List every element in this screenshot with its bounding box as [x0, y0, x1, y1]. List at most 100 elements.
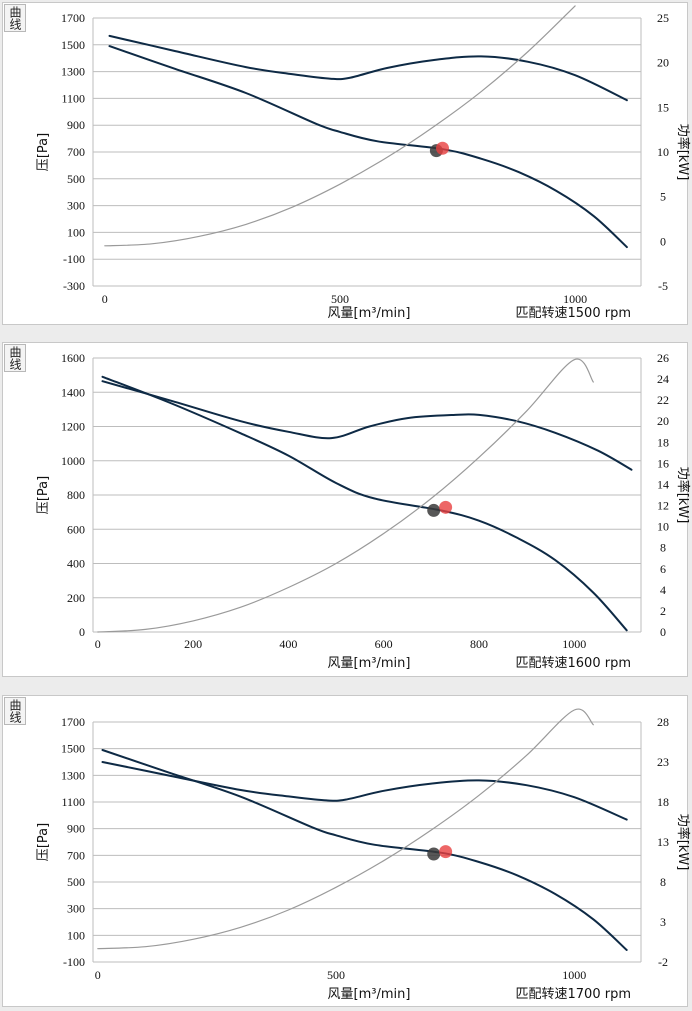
x-tick-label: 200 — [184, 637, 202, 651]
y2-tick-label: 10 — [657, 145, 669, 159]
chart-panel-1700rpm: 曲线 -100 100 300 500 700 900 1100 1300 1500 1700 -2… — [2, 695, 691, 1007]
y-tick-label: -100 — [63, 955, 85, 969]
y-tick-label: 1100 — [61, 795, 85, 809]
y2-tick-label: -5 — [658, 279, 668, 293]
x-tick-label: 800 — [470, 637, 488, 651]
series-system-line — [97, 358, 594, 633]
y2-tick-label: 22 — [657, 393, 669, 407]
y2-axis-title: 功率[kW] — [675, 124, 691, 181]
y-tick-label: 1500 — [61, 742, 85, 756]
x-tick-label: 1000 — [562, 968, 586, 982]
y2-tick-label: -2 — [658, 955, 668, 969]
y2-tick-label: 28 — [657, 715, 669, 729]
y2-tick-label: 5 — [660, 190, 666, 204]
y2-tick-label: 10 — [657, 520, 669, 534]
x-axis-title: 风量[m³/min] — [328, 987, 411, 1002]
y-tick-label: 300 — [67, 902, 85, 916]
y-tick-label: 100 — [67, 225, 85, 239]
y2-axis-title: 功率[kW] — [675, 814, 691, 871]
y-tick-label: 1000 — [61, 454, 85, 468]
y2-tick-label: 18 — [657, 795, 669, 809]
x-tick-label: 1000 — [562, 637, 586, 651]
y-tick-label: 1300 — [61, 65, 85, 79]
x-tick-label: 0 — [95, 968, 101, 982]
y-axis-title: 压[Pa] — [36, 133, 51, 171]
y-tick-label: 0 — [79, 625, 85, 639]
speed-label: 匹配转速1600 rpm — [516, 656, 631, 671]
curve-tab[interactable]: 曲线 — [4, 4, 26, 32]
y-tick-label: 900 — [67, 822, 85, 836]
y2-tick-label: 23 — [657, 755, 669, 769]
chart-panel-1600rpm: 曲线 0 200 400 600 800 1000 1200 1400 1600 0 2 4 6 8 10 1… — [2, 342, 691, 677]
y-tick-label: 1300 — [61, 768, 85, 782]
y-tick-label: 700 — [67, 848, 85, 862]
y2-tick-label: 6 — [660, 562, 666, 576]
y-axis-title: 压[Pa] — [36, 476, 51, 514]
chart-svg: -100 100 300 500 700 900 1100 1300 1500 1700 -2 3 8 1… — [36, 708, 691, 1002]
x-tick-label: 400 — [279, 637, 297, 651]
y-tick-label: 1600 — [61, 351, 85, 365]
x-tick-label: 1000 — [563, 292, 587, 306]
y2-tick-label: 24 — [657, 372, 669, 386]
operating-point-red[interactable] — [439, 845, 453, 859]
y-axis-title: 压[Pa] — [36, 823, 51, 861]
y-tick-label: 1700 — [61, 715, 85, 729]
y-tick-label: 700 — [67, 145, 85, 159]
y2-tick-label: 25 — [657, 11, 669, 25]
y-tick-label: 400 — [67, 557, 85, 571]
series-pressure-line — [101, 375, 628, 632]
x-tick-label: 600 — [375, 637, 393, 651]
y-tick-label: 1700 — [61, 11, 85, 25]
operating-point-red[interactable] — [435, 141, 449, 155]
y2-tick-label: 3 — [660, 915, 666, 929]
chart-svg: 0200400600800100012001400160002468101214… — [36, 351, 691, 671]
y-tick-label: 900 — [67, 118, 85, 132]
y2-tick-label: 8 — [660, 541, 666, 555]
y2-tick-label: 2 — [660, 604, 666, 618]
y-tick-label: 1200 — [61, 420, 85, 434]
y-tick-label: 600 — [67, 522, 85, 536]
y-tick-label: -100 — [63, 252, 85, 266]
speed-label: 匹配转速1500 rpm — [516, 306, 631, 321]
y-tick-label: 1100 — [61, 91, 85, 105]
y-tick-label: 500 — [67, 875, 85, 889]
y-tick-label: 1400 — [61, 385, 85, 399]
x-tick-label: 0 — [95, 637, 101, 651]
y2-tick-label: 0 — [660, 625, 666, 639]
y2-tick-label: 20 — [657, 414, 669, 428]
curve-tab[interactable]: 曲线 — [4, 697, 26, 725]
y2-tick-label: 26 — [657, 351, 669, 365]
x-tick-label: 500 — [331, 292, 349, 306]
series-system-line — [97, 708, 594, 950]
y-tick-label: 500 — [67, 172, 85, 186]
curve-tab[interactable]: 曲线 — [4, 344, 26, 372]
y2-tick-label: 4 — [660, 583, 666, 597]
operating-point-dark[interactable] — [427, 503, 441, 517]
operating-point-red[interactable] — [439, 500, 453, 514]
y2-tick-label: 16 — [657, 456, 669, 470]
y-tick-label: -300 — [63, 279, 85, 293]
y-tick-label: 800 — [67, 488, 85, 502]
operating-point-dark[interactable] — [427, 847, 441, 861]
x-axis-title: 风量[m³/min] — [328, 306, 411, 321]
chart-svg: -300-1001003005007009001100130015001700-… — [36, 5, 691, 321]
y2-tick-label: 14 — [657, 477, 669, 491]
x-tick-label: 500 — [327, 968, 345, 982]
x-tick-label: 0 — [102, 292, 108, 306]
series-power-line — [108, 34, 628, 102]
chart-panel-1500rpm: 曲线 -300 -100 100 300 500 700 900 1100 1300 1500 17… — [2, 2, 691, 325]
y-tick-label: 200 — [67, 591, 85, 605]
series-power-line — [101, 380, 633, 471]
y2-tick-label: 12 — [657, 499, 669, 513]
y2-tick-label: 15 — [657, 100, 669, 114]
series-power-line — [101, 761, 628, 821]
y-tick-label: 300 — [67, 199, 85, 213]
y-tick-label: 1500 — [61, 38, 85, 52]
speed-label: 匹配转速1700 rpm — [516, 987, 631, 1002]
y2-tick-label: 18 — [657, 435, 669, 449]
y-tick-label: 100 — [67, 928, 85, 942]
y2-tick-label: 8 — [660, 875, 666, 889]
series-system-line — [104, 5, 576, 247]
x-axis-title: 风量[m³/min] — [328, 656, 411, 671]
series-pressure-line — [101, 749, 628, 951]
